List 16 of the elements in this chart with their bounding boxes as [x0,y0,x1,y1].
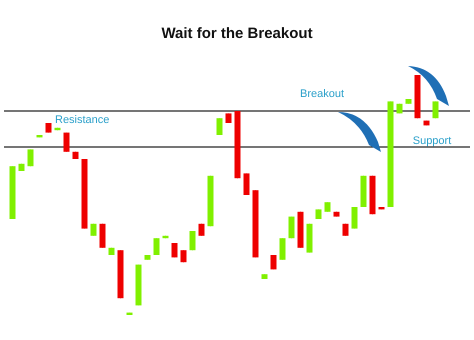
chart-title: Wait for the Breakout [161,25,313,42]
candlestick [280,238,286,260]
candlestick [154,238,160,256]
ref-line-label: Resistance [55,114,110,126]
candlestick [324,202,330,212]
candlestick [288,216,294,239]
candlestick [190,230,196,251]
candlestick [216,118,222,136]
candlestick [180,250,186,263]
candlestick [352,206,358,230]
candlestick [100,223,106,248]
candlestick [172,242,178,258]
annotation: Support [412,135,452,147]
candlestick [64,132,70,152]
candlestick [270,254,276,270]
annotation: Breakout [300,88,344,100]
